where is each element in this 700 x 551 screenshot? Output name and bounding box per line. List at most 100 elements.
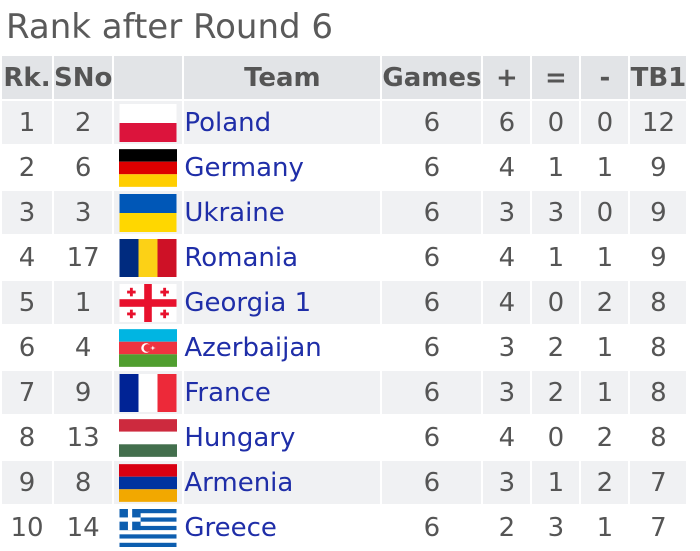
losses-cell: 0 [581, 101, 629, 144]
team-link[interactable]: Armenia [184, 461, 381, 504]
azerbaijan-flag-icon [119, 328, 178, 367]
team-link[interactable]: Azerbaijan [184, 326, 381, 369]
greece-flag-icon [119, 508, 177, 547]
rank-cell: 5 [2, 281, 52, 324]
team-link[interactable]: Ukraine [184, 191, 381, 234]
table-row: 3 3 Ukraine 6 3 3 0 9 [2, 191, 687, 234]
games-cell: 6 [382, 101, 482, 144]
tb1-cell: 8 [630, 416, 687, 459]
games-cell: 6 [382, 236, 482, 279]
games-cell: 6 [382, 281, 482, 324]
rank-cell: 2 [2, 146, 52, 189]
sno-cell: 3 [54, 191, 113, 234]
draws-cell: 1 [532, 146, 580, 189]
header-sno[interactable]: SNo [54, 56, 113, 99]
header-rank[interactable]: Rk. [2, 56, 52, 99]
wins-cell: 3 [483, 461, 531, 504]
draws-cell: 0 [532, 101, 580, 144]
draws-cell: 2 [532, 371, 580, 414]
rank-cell: 9 [2, 461, 52, 504]
table-row: 1 2 Poland 6 6 0 0 12 [2, 101, 687, 144]
header-flag [114, 56, 183, 99]
team-link[interactable]: Germany [184, 146, 381, 189]
sno-cell: 6 [54, 146, 113, 189]
draws-cell: 0 [532, 416, 580, 459]
tb1-cell: 9 [630, 191, 687, 234]
tb1-cell: 12 [630, 101, 687, 144]
wins-cell: 2 [483, 506, 531, 549]
team-link[interactable]: Greece [184, 506, 381, 549]
header-wins[interactable]: + [483, 56, 531, 99]
wins-cell: 6 [483, 101, 531, 144]
sno-cell: 8 [54, 461, 113, 504]
header-draws[interactable]: = [532, 56, 580, 99]
games-cell: 6 [382, 461, 482, 504]
table-row: 5 1 Georgia 1 6 4 0 2 8 [2, 281, 687, 324]
wins-cell: 4 [483, 236, 531, 279]
wins-cell: 3 [483, 191, 531, 234]
losses-cell: 0 [581, 191, 629, 234]
romania-flag-icon [119, 238, 177, 277]
tb1-cell: 7 [630, 461, 687, 504]
france-flag-icon [119, 373, 177, 412]
rank-cell: 10 [2, 506, 52, 549]
table-row: 10 14 Greece 6 2 3 1 7 [2, 506, 687, 549]
games-cell: 6 [382, 326, 482, 369]
sno-cell: 2 [54, 101, 113, 144]
hungary-flag-icon [119, 418, 178, 457]
sno-cell: 4 [54, 326, 113, 369]
wins-cell: 3 [483, 326, 531, 369]
header-tb1[interactable]: TB1 [630, 56, 687, 99]
wins-cell: 4 [483, 281, 531, 324]
team-link[interactable]: France [184, 371, 381, 414]
sno-cell: 1 [54, 281, 113, 324]
germany-flag-icon [119, 148, 178, 187]
rank-cell: 6 [2, 326, 52, 369]
header-team[interactable]: Team [184, 56, 381, 99]
losses-cell: 1 [581, 371, 629, 414]
header-losses[interactable]: - [581, 56, 629, 99]
sno-cell: 9 [54, 371, 113, 414]
sno-cell: 14 [54, 506, 113, 549]
team-link[interactable]: Georgia 1 [184, 281, 381, 324]
page-title: Rank after Round 6 [6, 7, 334, 47]
losses-cell: 1 [581, 146, 629, 189]
table-row: 6 4 Azerbaijan 6 3 2 1 8 [2, 326, 687, 369]
rank-cell: 1 [2, 101, 52, 144]
games-cell: 6 [382, 371, 482, 414]
header-games[interactable]: Games [382, 56, 482, 99]
tb1-cell: 8 [630, 326, 687, 369]
draws-cell: 0 [532, 281, 580, 324]
tb1-cell: 8 [630, 371, 687, 414]
rank-cell: 7 [2, 371, 52, 414]
losses-cell: 2 [581, 461, 629, 504]
tb1-cell: 9 [630, 146, 687, 189]
tb1-cell: 7 [630, 506, 687, 549]
table-row: 9 8 Armenia 6 3 1 2 7 [2, 461, 687, 504]
team-link[interactable]: Poland [184, 101, 381, 144]
table-header-row: Rk. SNo Team Games + = - TB1 [2, 56, 687, 99]
sno-cell: 13 [54, 416, 113, 459]
georgia-flag-icon [119, 283, 177, 322]
ukraine-flag-icon [119, 193, 177, 232]
team-link[interactable]: Hungary [184, 416, 381, 459]
poland-flag-icon [119, 103, 177, 142]
wins-cell: 3 [483, 371, 531, 414]
table-row: 4 17 Romania 6 4 1 1 9 [2, 236, 687, 279]
losses-cell: 1 [581, 236, 629, 279]
rank-cell: 4 [2, 236, 52, 279]
losses-cell: 1 [581, 506, 629, 549]
sno-cell: 17 [54, 236, 113, 279]
table-row: 2 6 Germany 6 4 1 1 9 [2, 146, 687, 189]
team-link[interactable]: Romania [184, 236, 381, 279]
table-row: 8 13 Hungary 6 4 0 2 8 [2, 416, 687, 459]
games-cell: 6 [382, 506, 482, 549]
draws-cell: 1 [532, 461, 580, 504]
wins-cell: 4 [483, 146, 531, 189]
losses-cell: 1 [581, 326, 629, 369]
rank-cell: 8 [2, 416, 52, 459]
armenia-flag-icon [119, 463, 178, 502]
games-cell: 6 [382, 191, 482, 234]
games-cell: 6 [382, 416, 482, 459]
games-cell: 6 [382, 146, 482, 189]
